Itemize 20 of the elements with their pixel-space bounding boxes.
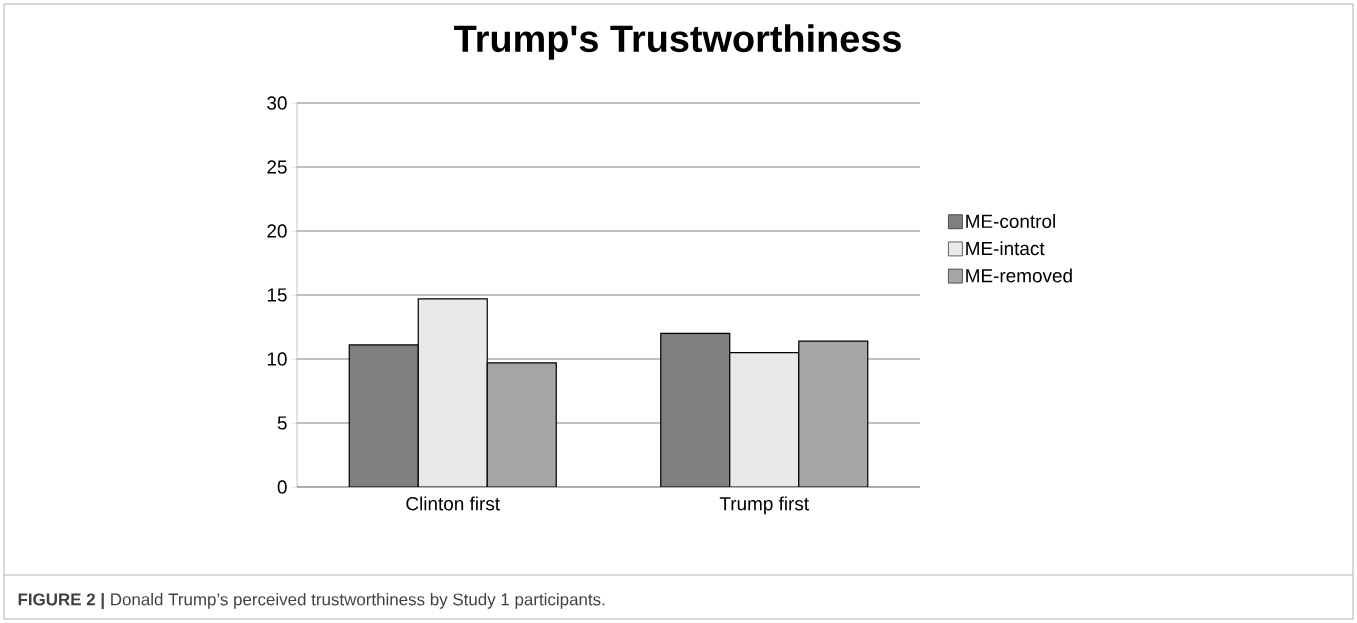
legend-label: ME-control (966, 214, 1055, 229)
y-tick-label: 30 (267, 96, 287, 110)
y-tick-label: 15 (267, 288, 287, 302)
x-tick-label: Trump first (719, 496, 809, 515)
bar (486, 362, 557, 487)
y-tick-label: 0 (277, 480, 287, 494)
legend-label: ME-removed (966, 268, 1072, 283)
legend-label: ME-intact (966, 241, 1045, 256)
bar (660, 332, 731, 487)
bar (348, 344, 419, 487)
y-tick-label: 25 (267, 160, 287, 174)
chart-title: Trump's Trustworthiness (454, 24, 901, 60)
bar (798, 340, 869, 487)
bar (729, 352, 800, 487)
text: FIGURE 2 | Donald Trump’s perceived trustworthiness by Study 1 participants. (18, 592, 605, 610)
y-tick-label: 5 (277, 416, 287, 430)
x-tick-label: Clinton first (406, 496, 500, 511)
bar (417, 298, 488, 487)
y-tick-label: 10 (267, 352, 287, 366)
y-tick-label: 20 (267, 224, 287, 238)
